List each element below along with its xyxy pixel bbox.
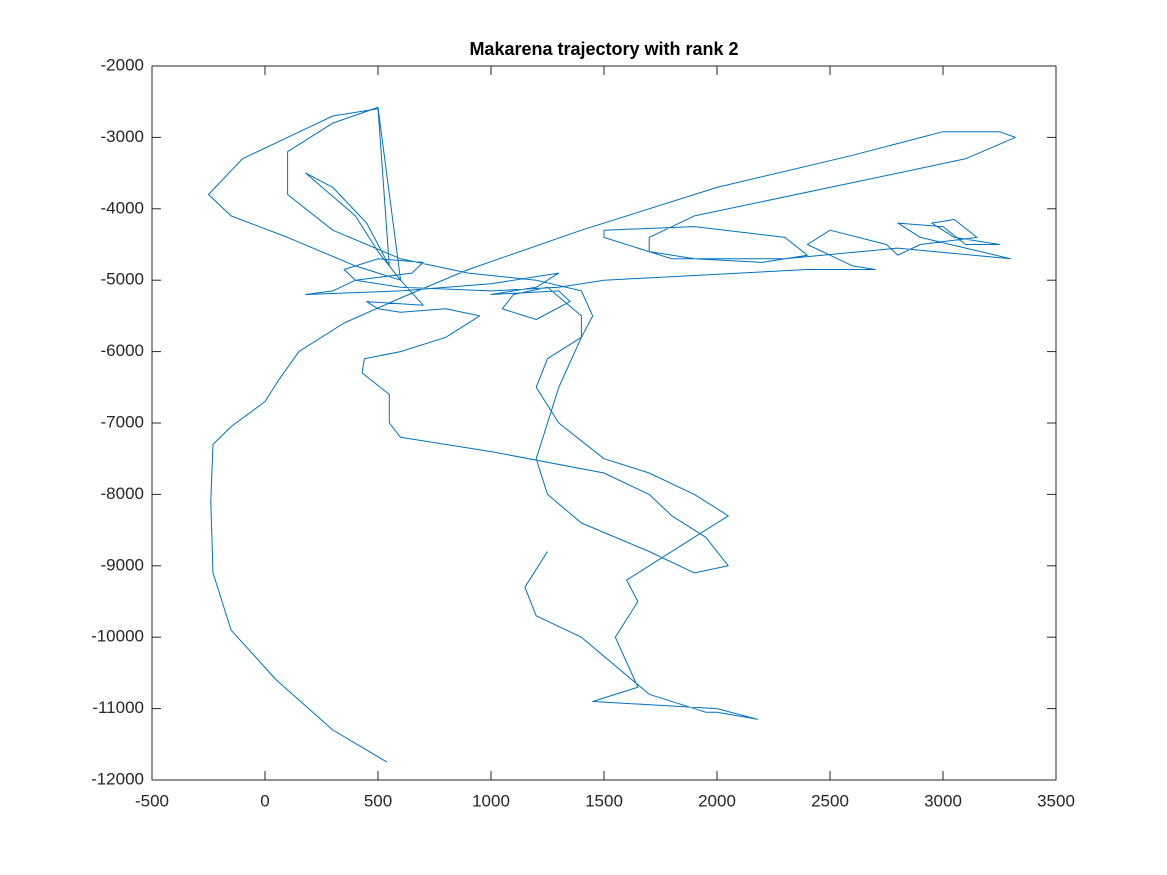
y-tick-label: -7000 xyxy=(101,412,144,431)
x-tick-label: -500 xyxy=(135,791,169,810)
x-tick-label: 1500 xyxy=(585,791,623,810)
x-tick-label: 2000 xyxy=(698,791,736,810)
x-tick-label: 3500 xyxy=(1037,791,1075,810)
y-tick-label: -8000 xyxy=(101,484,144,503)
x-tick-label: 500 xyxy=(364,791,392,810)
y-tick-label: -10000 xyxy=(91,627,144,646)
x-tick-label: 1000 xyxy=(472,791,510,810)
y-tick-label: -11000 xyxy=(92,698,144,717)
y-tick-label: -2000 xyxy=(101,55,144,74)
y-tick-label: -4000 xyxy=(101,198,144,217)
plot-box xyxy=(151,65,1057,781)
y-tick-label: -6000 xyxy=(101,341,144,360)
trajectory-line xyxy=(208,106,1016,763)
chart-title: Makarena trajectory with rank 2 xyxy=(469,39,738,59)
y-tick-label: -3000 xyxy=(101,127,144,146)
y-tick-label: -12000 xyxy=(91,769,144,788)
x-tick-label: 2500 xyxy=(811,791,849,810)
x-tick-label: 3000 xyxy=(924,791,962,810)
x-tick-label: 0 xyxy=(260,791,269,810)
y-tick-label: -9000 xyxy=(101,555,144,574)
y-tick-label: -5000 xyxy=(101,270,144,289)
